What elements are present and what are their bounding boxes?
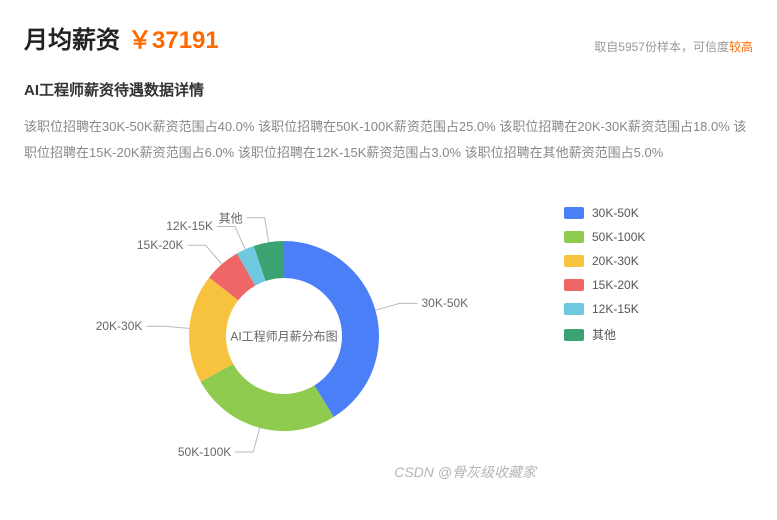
legend-item[interactable]: 30K-50K (564, 206, 645, 220)
legend-swatch (564, 303, 584, 315)
detail-subtitle: AI工程师薪资待遇数据详情 (24, 79, 753, 100)
legend-item[interactable]: 12K-15K (564, 302, 645, 316)
leader-line (235, 428, 259, 452)
salary-value: ￥37191 (128, 20, 219, 55)
legend-label: 20K-30K (592, 254, 639, 268)
legend-label: 12K-15K (592, 302, 639, 316)
title-block: 月均薪资 ￥37191 (24, 20, 219, 55)
donut-svg (24, 186, 544, 486)
legend-label: 50K-100K (592, 230, 645, 244)
legend-label: 15K-20K (592, 278, 639, 292)
legend: 30K-50K 50K-100K 20K-30K 15K-20K 12K-15K 其他 (564, 206, 645, 353)
donut-slice[interactable] (201, 364, 334, 431)
legend-label: 30K-50K (592, 206, 639, 220)
legend-item[interactable]: 15K-20K (564, 278, 645, 292)
donut-chart: AI工程师月薪分布图 CSDN @骨灰级收藏家 30K-50K50K-100K2… (24, 186, 544, 486)
legend-swatch (564, 279, 584, 291)
leader-line (375, 303, 417, 310)
sample-prefix: 取自 (594, 40, 618, 54)
detail-description: 该职位招聘在30K-50K薪资范围占40.0% 该职位招聘在50K-100K薪资… (24, 114, 753, 166)
legend-swatch (564, 329, 584, 341)
legend-item[interactable]: 其他 (564, 326, 645, 343)
donut-slice[interactable] (284, 241, 379, 417)
leader-line (146, 326, 189, 328)
legend-swatch (564, 207, 584, 219)
chart-wrap: AI工程师月薪分布图 CSDN @骨灰级收藏家 30K-50K50K-100K2… (24, 186, 753, 486)
confidence-label: 较高 (729, 40, 753, 54)
legend-label: 其他 (592, 326, 616, 343)
salary-number: 37191 (152, 27, 219, 54)
header-row: 月均薪资 ￥37191 取自5957份样本，可信度较高 (24, 20, 753, 55)
sample-suffix: 份样本，可信度 (645, 40, 729, 54)
leader-line (188, 245, 222, 264)
sample-note: 取自5957份样本，可信度较高 (594, 38, 753, 55)
sample-count: 5957 (618, 40, 645, 54)
leader-line (217, 226, 245, 249)
legend-item[interactable]: 20K-30K (564, 254, 645, 268)
salary-prefix: ￥ (128, 27, 152, 54)
leader-line (247, 218, 269, 243)
legend-swatch (564, 255, 584, 267)
legend-item[interactable]: 50K-100K (564, 230, 645, 244)
legend-swatch (564, 231, 584, 243)
page-title: 月均薪资 (24, 20, 120, 55)
